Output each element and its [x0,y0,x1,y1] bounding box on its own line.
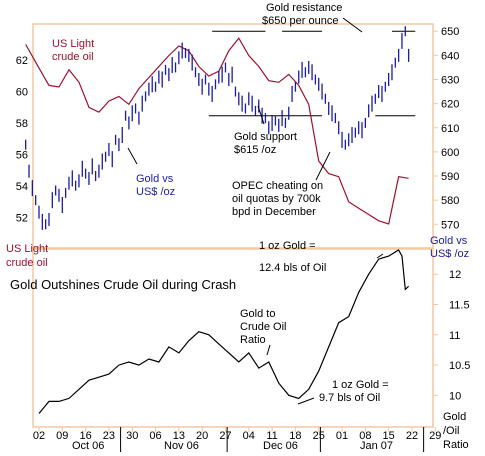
right-tick-label: 650 [441,26,459,38]
x-tick-label: 20 [196,430,208,442]
left-tick-label: 60 [16,87,28,99]
annotation-support-2: $615 /oz [234,144,276,156]
left-tick-label: 62 [16,55,28,67]
annotation-max-1: 1 oz Gold = [259,240,316,252]
lower-panel-frame [32,248,434,428]
left-tick-label: 56 [16,150,28,162]
upper-panel-frame [32,23,434,249]
annotation-resistance-1: Gold resistance [266,2,342,14]
right-tick-label: 630 [441,75,459,87]
x-tick-label: 22 [406,430,418,442]
x-tick-label: 09 [56,430,68,442]
right-axis-ticks: 570 580 590 600 610 620 630 640 650 [433,26,459,231]
x-tick-label: 13 [173,430,185,442]
annotation-opec-3: bpd in December [232,206,316,218]
x-tick-label: 25 [313,430,325,442]
month-label-dec: Dec 06 [263,440,298,452]
x-tick-label: 01 [336,430,348,442]
gold-label-mid-2: US$ /oz [136,186,175,198]
annotation-ratio-1: Gold to [240,308,275,320]
left-axis-label-1: US Light [6,243,48,255]
month-label-nov: Nov 06 [164,440,199,452]
x-tick-label: 29 [429,430,441,442]
x-tick-label: 08 [359,430,371,442]
gold-label-mid-1: Gold vs [136,173,174,185]
x-tick-label: 04 [243,430,255,442]
annotation-max-2: 12.4 bls of Oil [259,262,326,274]
right-axis-label-1: Gold vs [430,235,468,247]
left-axis-label-2: crude oil [6,257,48,269]
ratio-tick-label: 11.5 [449,299,470,311]
ratio-tick-label: 10.5 [449,360,470,372]
annotation-opec-2: oil quotas by 700k [232,193,321,205]
right-tick-label: 590 [441,171,459,183]
left-tick-label: 58 [16,118,28,130]
ratio-axis-label-2: /Oil [443,425,460,437]
gold-oil-ratio-line [38,249,410,414]
x-tick-label: 11 [266,430,277,442]
x-tick-label: 16 [79,430,91,442]
ratio-axis-label-1: Gold [443,411,466,423]
ratio-axis-ticks: 10 10.5 11 11.5 12 [433,269,470,402]
gold-price-bars [25,26,410,230]
annotation-min-1: 1 oz Gold = [332,379,389,391]
ratio-tick-label: 10 [449,390,461,402]
oil-label-top-2: crude oil [52,51,94,63]
annotation-leaders [127,17,384,405]
chart-title: Gold Outshines Crude Oil during Crash [10,277,236,292]
right-tick-label: 600 [441,147,459,159]
x-tick-label: 06 [149,430,161,442]
ratio-axis-label-3: Ratio [443,439,469,451]
annotation-ratio-2: Crude Oil [240,321,286,333]
right-tick-label: 570 [441,219,459,231]
x-tick-label: 23 [103,430,115,442]
ratio-tick-label: 11 [449,330,460,342]
month-label-oct: Oct 06 [72,440,104,452]
ratio-tick-label: 12 [449,269,461,281]
annotation-ratio-3: Ratio [240,334,266,346]
x-axis-ticks: 02 09 16 23 30 06 13 20 27 04 11 18 25 01 08 15 22 29 [33,427,441,452]
right-tick-label: 610 [441,123,459,135]
oil-label-top-1: US Light [52,38,94,50]
annotation-min-2: 9.7 bls of Oil [319,392,380,404]
left-tick-label: 52 [16,213,28,225]
x-tick-label: 30 [126,430,138,442]
right-tick-label: 640 [441,50,459,62]
x-tick-label: 18 [289,430,301,442]
month-label-jan: Jan 07 [360,440,393,452]
annotation-resistance-2: $650 per ounce [262,15,338,27]
right-axis-label-2: US$ /oz [430,248,469,260]
reference-lines [208,30,416,117]
crude-oil-line [25,37,409,225]
annotation-support-1: Gold support [234,131,297,143]
x-tick-label: 02 [33,430,45,442]
right-tick-label: 620 [441,99,459,111]
left-tick-label: 54 [16,181,28,193]
annotation-opec-1: OPEC cheating on [232,180,323,192]
left-axis-ticks: 52 54 56 58 60 62 [16,55,28,224]
x-tick-label: 27 [219,430,231,442]
right-tick-label: 580 [441,195,459,207]
x-tick-label: 15 [383,430,395,442]
